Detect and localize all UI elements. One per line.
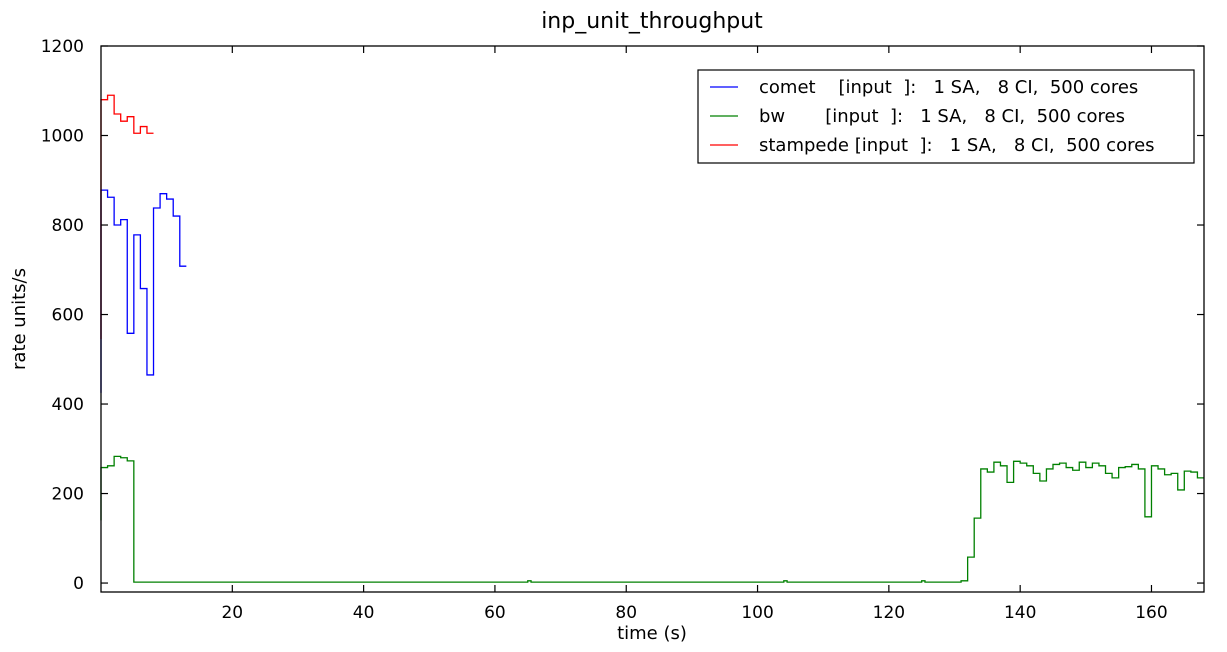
y-tick-label: 800: [52, 216, 84, 236]
plot-frame: [100, 45, 1205, 593]
x-tick-label: 20: [221, 603, 243, 623]
plot-lines: [100, 94, 1204, 583]
series-line-3: [100, 94, 154, 340]
y-tick-label: 600: [52, 306, 84, 326]
chart-title: inp_unit_throughput: [541, 9, 763, 34]
legend-box: [697, 69, 1195, 164]
x-axis-label: time (s): [617, 623, 687, 644]
series-line-1: [100, 189, 187, 393]
y-tick-label: 400: [52, 395, 84, 415]
ticks: 20 40 60 80 100 120 140 160 0 200 400 600 800 1000 120…: [41, 37, 1204, 623]
x-tick-label: 140: [1004, 603, 1036, 623]
x-tick-label: 60: [484, 603, 506, 623]
legend-label: comet [input ]: 1 SA, 8 CI, 500 cores: [759, 77, 1138, 98]
series-line-2: [100, 455, 1204, 583]
x-tick-label: 120: [873, 603, 905, 623]
legend: comet [input ]: 1 SA, 8 CI, 500 cores bw …: [697, 69, 1195, 164]
y-tick-label: 200: [52, 485, 84, 505]
y-tick-label: 1000: [41, 127, 84, 147]
x-tick-label: 100: [741, 603, 773, 623]
y-tick-label: 1200: [41, 37, 84, 57]
y-axis-label: rate units/s: [9, 268, 30, 370]
y-tick-label: 0: [73, 574, 84, 594]
legend-label: stampede [input ]: 1 SA, 8 CI, 500 cores: [759, 135, 1155, 156]
x-tick-label: 40: [353, 603, 375, 623]
x-tick-label: 160: [1135, 603, 1167, 623]
legend-label: bw [input ]: 1 SA, 8 CI, 500 cores: [759, 106, 1125, 127]
x-tick-label: 80: [615, 603, 637, 623]
